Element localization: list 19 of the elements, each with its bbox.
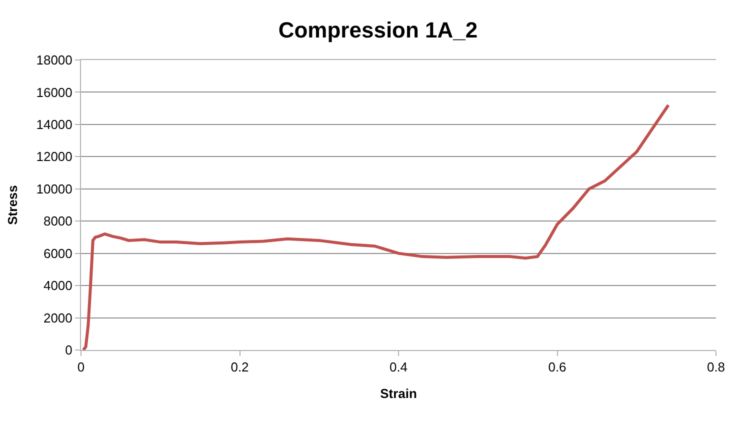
y-tick-label: 12000 bbox=[36, 149, 72, 164]
x-tick-label: 0.6 bbox=[548, 360, 566, 375]
y-tick-label: 16000 bbox=[36, 84, 72, 100]
chart-title: Compression 1A_2 bbox=[278, 17, 478, 42]
x-tick-label: 0.2 bbox=[230, 360, 249, 375]
y-tick-label: 18000 bbox=[36, 52, 72, 68]
y-tick-label: 6000 bbox=[43, 246, 72, 261]
x-tick-label: 0.4 bbox=[389, 360, 408, 375]
x-axis-title: Strain bbox=[380, 386, 417, 402]
line-series bbox=[82, 104, 670, 350]
y-tick-label: 8000 bbox=[43, 214, 72, 229]
x-tick-label: 0.8 bbox=[706, 360, 726, 375]
y-tick-label: 4000 bbox=[43, 278, 72, 294]
y-axis-title: Stress bbox=[5, 185, 20, 225]
y-tick-label: 14000 bbox=[36, 116, 72, 132]
y-tick-label: 10000 bbox=[36, 181, 72, 196]
x-tick-label: 0 bbox=[77, 360, 85, 375]
y-tick-label: 2000 bbox=[43, 310, 72, 326]
y-tick-label: 0 bbox=[65, 342, 72, 358]
